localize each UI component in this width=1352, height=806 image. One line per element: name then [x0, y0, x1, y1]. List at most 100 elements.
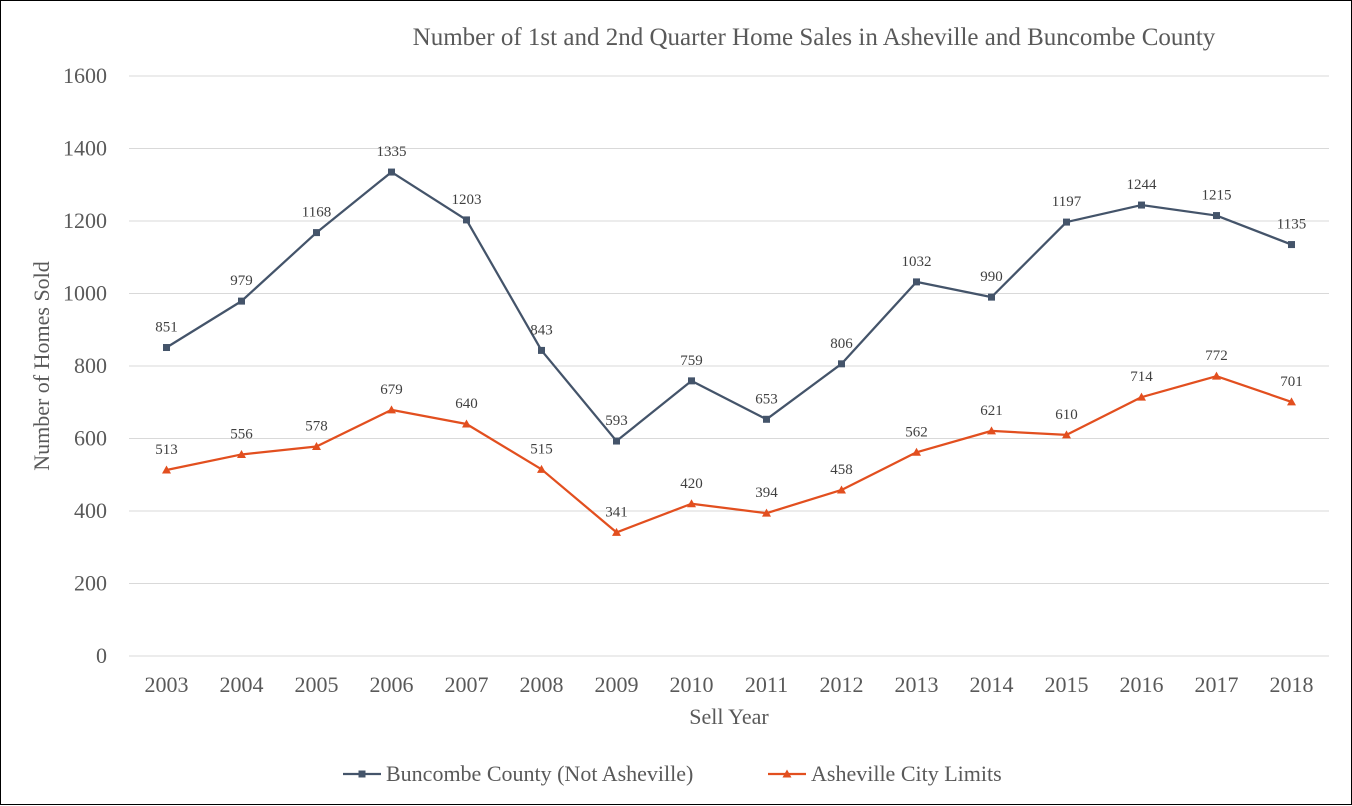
data-point [988, 293, 995, 301]
data-point [162, 465, 171, 474]
data-label: 556 [230, 426, 253, 442]
data-point [1288, 241, 1295, 249]
data-label: 851 [155, 320, 178, 336]
data-point [762, 508, 771, 517]
data-point [763, 415, 770, 423]
y-axis-ticks: 0 200 400 600 800 1000 1200 1400 1600 [63, 63, 107, 668]
data-point [237, 449, 246, 458]
data-label: 1032 [902, 254, 932, 270]
data-label: 1168 [302, 205, 331, 221]
data-point [987, 426, 996, 435]
x-tick-label: 2009 [595, 672, 639, 697]
data-label: 562 [905, 424, 928, 440]
data-point [463, 216, 470, 224]
data-point [1138, 201, 1145, 209]
data-label: 701 [1280, 374, 1303, 390]
data-label: 513 [155, 442, 178, 458]
x-tick-label: 2003 [145, 672, 189, 697]
data-point [1062, 430, 1071, 439]
y-tick-label: 1200 [63, 208, 107, 233]
data-label: 341 [605, 504, 628, 520]
legend-marker [358, 770, 366, 778]
data-label: 653 [755, 391, 778, 407]
data-label: 772 [1205, 348, 1228, 364]
data-point [688, 377, 695, 385]
series-lines [162, 168, 1296, 536]
x-tick-label: 2010 [670, 672, 714, 697]
data-label: 515 [530, 441, 553, 457]
x-axis-ticks: 2003 2004 2005 2006 2007 2008 2009 2010 2011 2012… [145, 672, 1314, 697]
legend-marker [782, 769, 792, 778]
data-label: 394 [755, 485, 778, 501]
data-point [462, 419, 471, 428]
data-label: 806 [830, 336, 853, 352]
data-point [537, 464, 546, 473]
data-label: 1215 [1202, 188, 1232, 204]
x-tick-label: 2017 [1195, 672, 1239, 697]
data-label: 1197 [1052, 194, 1082, 210]
data-label: 621 [980, 403, 1003, 419]
legend-item: Asheville City Limits [768, 761, 1002, 786]
x-axis-title: Sell Year [689, 704, 769, 729]
series-line [165, 170, 1292, 443]
x-tick-label: 2004 [220, 672, 264, 697]
series-line [166, 375, 1292, 534]
x-tick-label: 2006 [370, 672, 414, 697]
data-label: 679 [380, 382, 403, 398]
x-tick-label: 2016 [1120, 672, 1164, 697]
x-tick-label: 2008 [520, 672, 564, 697]
data-label: 420 [680, 476, 703, 492]
data-point [387, 405, 396, 414]
x-tick-label: 2014 [970, 672, 1014, 697]
data-label: 1244 [1127, 177, 1158, 193]
data-label: 714 [1130, 369, 1153, 385]
data-point [1137, 392, 1146, 401]
series-buncombe-county [163, 168, 1295, 445]
data-point [837, 485, 846, 494]
y-tick-label: 0 [96, 643, 107, 668]
y-axis-title: Number of Homes Sold [29, 261, 54, 471]
data-label: 759 [680, 353, 703, 369]
data-label: 578 [305, 418, 328, 434]
x-tick-label: 2005 [295, 672, 339, 697]
data-point [388, 168, 395, 176]
data-label: 458 [830, 462, 853, 478]
legend-label: Buncombe County (Not Asheville) [386, 761, 693, 786]
legend: Buncombe County (Not Asheville) Asheville… [343, 761, 1002, 786]
data-label: 640 [455, 396, 478, 412]
data-label: 593 [605, 413, 628, 429]
data-point [312, 441, 321, 450]
data-point [687, 499, 696, 508]
data-label: 610 [1055, 407, 1078, 423]
data-point [1212, 371, 1221, 380]
data-point [238, 297, 245, 305]
chart-title: Number of 1st and 2nd Quarter Home Sales… [413, 24, 1216, 51]
x-tick-label: 2012 [820, 672, 864, 697]
data-point [1287, 397, 1296, 406]
data-point [912, 447, 921, 456]
data-point [612, 527, 621, 536]
x-tick-label: 2007 [445, 672, 489, 697]
y-tick-label: 1400 [63, 136, 107, 161]
y-tick-label: 600 [74, 426, 107, 451]
data-label: 843 [530, 322, 553, 338]
data-point [163, 344, 170, 352]
x-tick-label: 2015 [1045, 672, 1089, 697]
series-asheville-city [162, 371, 1296, 536]
x-tick-label: 2018 [1270, 672, 1314, 697]
legend-item: Buncombe County (Not Asheville) [343, 761, 693, 786]
y-tick-label: 1600 [63, 63, 107, 88]
data-point [613, 437, 620, 445]
data-label: 990 [980, 269, 1003, 285]
data-point [838, 360, 845, 368]
data-label: 979 [230, 273, 253, 289]
data-labels: 851 979 1168 1335 1203 843 593 759 653 806 1032 990… [155, 144, 1306, 520]
x-tick-label: 2011 [745, 672, 788, 697]
data-label: 1135 [1277, 217, 1306, 233]
data-point [913, 278, 920, 286]
data-label: 1203 [452, 192, 482, 208]
y-tick-label: 800 [74, 353, 107, 378]
data-point [1213, 212, 1220, 220]
